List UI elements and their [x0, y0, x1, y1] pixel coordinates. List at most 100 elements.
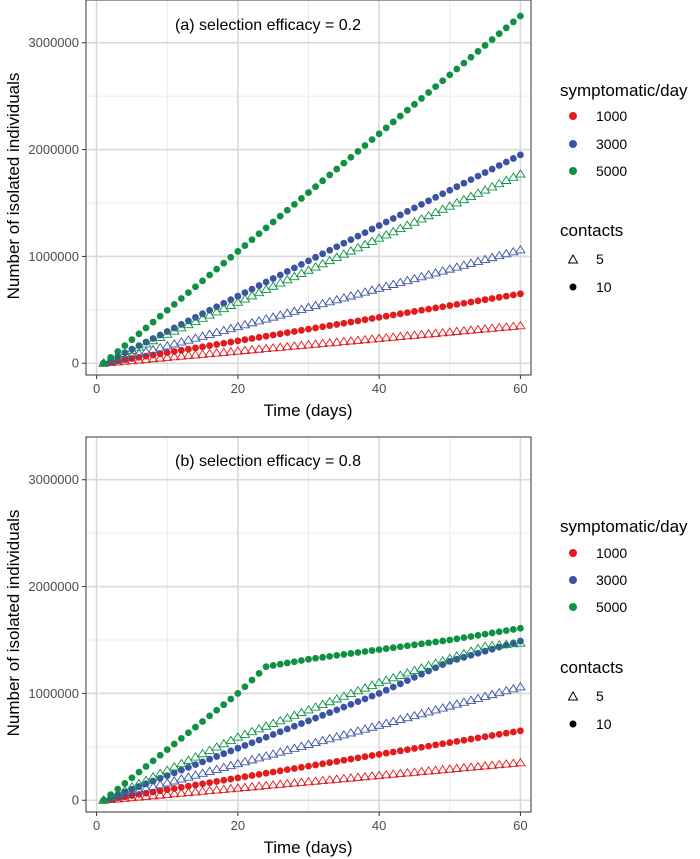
data-point: [206, 779, 214, 786]
data-point: [326, 759, 334, 766]
data-point: [345, 291, 357, 300]
data-point: [246, 754, 258, 764]
data-point: [262, 769, 270, 777]
data-point: [260, 314, 272, 323]
data-point: [112, 354, 124, 363]
data-point: [283, 206, 291, 214]
data-point: [185, 782, 192, 790]
data-point: [389, 748, 397, 756]
data-point: [439, 190, 447, 198]
data-point: [128, 336, 136, 344]
data-point: [467, 633, 475, 640]
panel-a-title: (a) selection efficacy = 0.2: [175, 17, 361, 34]
data-point: [312, 761, 319, 769]
data-point: [204, 348, 216, 358]
panel-b-marks: [98, 624, 526, 804]
data-point: [312, 654, 319, 662]
x-tick-label: 40: [372, 381, 386, 396]
data-point: [486, 323, 498, 332]
data-point: [423, 706, 435, 716]
data-point: [168, 351, 180, 361]
data-point: [460, 179, 468, 187]
data-point: [517, 727, 524, 735]
data-point: [375, 313, 383, 321]
data-point: [298, 260, 305, 268]
data-point: [149, 757, 157, 765]
data-point: [182, 772, 194, 781]
data-point: [126, 787, 138, 796]
data-point: [121, 779, 129, 787]
data-point: [147, 790, 159, 800]
data-point: [401, 275, 413, 285]
data-point: [276, 212, 284, 220]
data-point: [439, 637, 447, 645]
data-point: [269, 768, 277, 776]
data-point: [163, 786, 171, 794]
data-point: [283, 725, 291, 733]
data-point: [517, 290, 524, 298]
data-point: [472, 761, 484, 771]
data-point: [366, 680, 378, 689]
series-5000-5: [98, 638, 526, 804]
data-point: [177, 295, 185, 302]
data-point: [182, 335, 194, 344]
data-point: [375, 130, 383, 138]
data-point: [185, 289, 192, 297]
data-point: [437, 703, 449, 712]
data-point: [389, 215, 397, 222]
data-point: [500, 759, 512, 768]
data-point: [387, 672, 399, 682]
data-point: [488, 165, 496, 173]
data-point: [347, 236, 355, 244]
data-point: [234, 774, 242, 782]
data-point: [288, 710, 300, 719]
data-point: [128, 345, 136, 353]
data-point: [312, 714, 319, 722]
data-point: [168, 339, 180, 348]
data-point: [197, 768, 208, 777]
data-point: [213, 706, 221, 714]
data-point: [347, 650, 355, 657]
data-point: [248, 772, 256, 779]
data-point: [255, 230, 263, 238]
data-point: [446, 186, 454, 194]
data-point: [296, 741, 307, 750]
data-point: [472, 693, 484, 702]
x-tick-label: 40: [372, 818, 386, 833]
data-point: [204, 785, 216, 795]
data-point: [241, 336, 249, 344]
data-point: [493, 640, 505, 649]
data-point: [403, 642, 411, 650]
data-point: [227, 695, 235, 703]
data-point: [472, 643, 484, 653]
data-point: [488, 629, 496, 637]
data-point: [425, 197, 432, 205]
data-point: [382, 749, 390, 757]
data-point: [255, 333, 263, 341]
data-point: [517, 637, 524, 645]
data-point: [403, 677, 411, 684]
data-point: [488, 295, 496, 302]
data-point: [495, 162, 503, 169]
data-point: [432, 193, 440, 201]
data-point: [218, 762, 230, 772]
data-point: [253, 344, 265, 353]
data-point: [326, 652, 334, 660]
data-point: [199, 780, 206, 788]
data-point: [182, 787, 194, 797]
data-point: [324, 733, 336, 743]
data-point: [465, 695, 477, 704]
data-point: [185, 345, 192, 353]
data-point: [213, 303, 221, 311]
data-point: [380, 332, 392, 342]
data-point: [338, 691, 350, 700]
data-point: [375, 222, 383, 229]
data-point: [121, 349, 129, 357]
data-point: [227, 775, 235, 783]
data-point: [509, 626, 517, 633]
data-point: [340, 319, 348, 327]
legend-b-key-1000: [569, 549, 577, 557]
data-point: [340, 651, 348, 658]
data-point: [213, 753, 221, 760]
x-tick-label: 20: [231, 818, 245, 833]
